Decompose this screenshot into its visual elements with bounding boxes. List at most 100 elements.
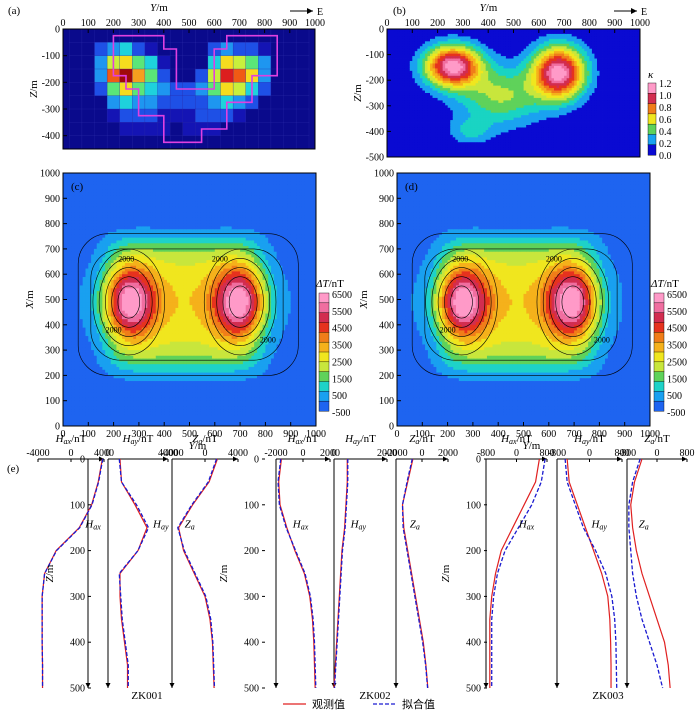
panel-b-cell	[412, 68, 416, 72]
panel-b-cell	[470, 149, 474, 153]
panel-b-cell	[483, 95, 487, 99]
panel-b-cell	[521, 132, 525, 136]
panel-b-cell	[596, 129, 600, 133]
panel-b-cell	[455, 154, 459, 158]
panel-b-cell	[417, 31, 421, 35]
panel-b-cell	[553, 85, 557, 89]
panel-b-cell	[508, 90, 512, 94]
panel-a-cell	[94, 135, 108, 150]
panel-b-cell	[591, 31, 595, 35]
panel-b-cell	[402, 137, 406, 141]
panel-b-cell	[399, 29, 403, 32]
panel-b-cell	[435, 107, 438, 111]
panel-b-cell	[412, 58, 416, 62]
panel-b-cell	[513, 117, 517, 121]
panel-b-cell	[586, 31, 590, 35]
panel-b-cell	[417, 110, 421, 114]
panel-b-cell	[462, 53, 466, 57]
panel-b-cell	[404, 65, 408, 69]
panel-b-cell	[488, 75, 492, 79]
panel-b-cell	[480, 102, 484, 106]
panel-b-cell	[596, 147, 600, 151]
panel-b-cell	[576, 83, 580, 87]
panel-b-cell	[389, 117, 393, 121]
panel-b-cell	[432, 80, 436, 84]
panel-b-cell	[457, 63, 461, 67]
panel-b-cell	[404, 112, 408, 116]
panel-b-cell	[523, 53, 527, 57]
panel-b-cell	[483, 46, 487, 50]
panel-b-cell	[521, 149, 525, 153]
panel-b-cell	[594, 122, 598, 126]
panel-b-cell	[442, 65, 446, 69]
panel-b-cell	[516, 137, 519, 141]
panel-b-cell	[424, 75, 428, 79]
panel-b-cell	[538, 129, 542, 133]
panel-b-cell	[435, 127, 438, 131]
panel-b-cell	[424, 33, 428, 37]
panel-b-cell	[432, 75, 436, 79]
panel-b-cell	[467, 100, 471, 104]
panel-b-cell	[399, 51, 403, 55]
panel-b-cell	[612, 120, 616, 123]
panel-b-cell	[485, 63, 489, 67]
panel-b-cell	[427, 53, 431, 57]
panel-b-cell	[541, 144, 545, 148]
panel-b-cell	[427, 107, 431, 111]
panel-b-cell	[392, 58, 395, 62]
panel-b-cell	[394, 125, 398, 128]
panel-b-cell	[440, 127, 444, 131]
panel-b-cell	[407, 31, 411, 35]
panel-b-cell	[541, 38, 545, 42]
panel-b-cell	[513, 112, 517, 116]
panel-b-cell	[402, 132, 406, 136]
panel-b-cell	[450, 33, 454, 37]
panel-b-cell	[430, 137, 433, 141]
panel-b-cell	[599, 97, 603, 101]
panel-b-cell	[417, 137, 421, 141]
panel-b-cell	[447, 80, 451, 84]
panel-b-cell	[452, 120, 456, 123]
panel-b-cell	[462, 93, 466, 96]
panel-b-cell	[442, 85, 446, 89]
panel-b-cell	[553, 70, 557, 74]
panel-b-cell	[450, 65, 454, 69]
panel-b-cell	[589, 147, 593, 151]
panel-b-cell	[533, 97, 537, 101]
panel-b-cell	[414, 38, 418, 42]
panel-b-cell	[409, 120, 413, 123]
panel-b-cell	[462, 129, 466, 133]
panel-b-cell	[397, 85, 401, 89]
panel-b-cell	[531, 63, 535, 67]
panel-b-cell	[508, 144, 512, 148]
panel-b-cell	[505, 139, 509, 143]
panel-b-cell	[612, 80, 616, 84]
panel-b-cell	[503, 120, 507, 123]
panel-b-cell	[485, 97, 489, 101]
panel-b-cell	[480, 127, 484, 131]
panel-b-cell	[612, 122, 616, 126]
panel-b-cell	[521, 117, 525, 121]
panel-b-cell	[462, 85, 466, 89]
panel-b-cell	[599, 51, 603, 55]
panel-b-cell	[518, 33, 522, 37]
panel-b-cell	[589, 105, 593, 109]
panel-b-cell	[536, 65, 540, 69]
panel-b-cell	[617, 144, 621, 148]
panel-b-cell	[516, 112, 519, 116]
panel-b-cell	[409, 58, 413, 62]
panel-b-cell	[440, 36, 444, 40]
panel-b-cell	[475, 93, 479, 96]
panel-b-cell	[553, 127, 557, 131]
panel-b-cell	[551, 48, 555, 52]
panel-b-cell	[414, 53, 418, 57]
panel-b-cell	[541, 112, 545, 116]
panel-b-cell	[533, 68, 537, 72]
panel-b-cell	[596, 61, 600, 64]
panel-b-cell	[538, 65, 542, 69]
panel-b-cell	[541, 154, 545, 158]
panel-b-cell	[432, 97, 436, 101]
panel-a-cell	[207, 95, 221, 110]
panel-b-cell	[407, 41, 411, 45]
panel-b-cell	[584, 88, 588, 91]
